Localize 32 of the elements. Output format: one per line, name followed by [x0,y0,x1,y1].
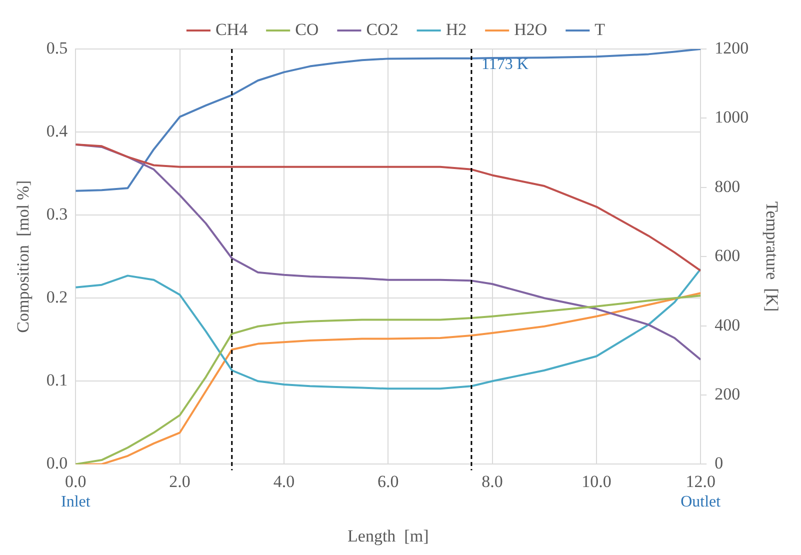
y-tick-label: 0.0 [46,454,68,473]
annotation: 1173 K [481,56,529,74]
x-tick-label: 6.0 [378,472,399,491]
x-tick-label: 12.0 [686,472,716,491]
legend-label: H2 [446,20,467,39]
y-tick-label: 0.5 [46,38,68,58]
y2-tick-label: 800 [714,176,740,196]
legend-label: CH4 [215,20,248,39]
x-axis-title: Length [m] [348,526,429,546]
y-tick-label: 0.2 [46,288,68,307]
text: Inlet [60,493,91,510]
y2-tick-label: 0 [714,454,724,473]
legend-label: CO2 [366,20,398,39]
legend-label: T [594,20,606,39]
text: Outlet [680,493,722,510]
legend-label: CO [295,20,319,39]
legend-label: H2O [514,20,548,39]
y2-tick-label: 1200 [714,38,749,58]
y2-tick-label: 600 [714,246,740,266]
x-tick-label: 4.0 [273,472,295,491]
x-tick-label: 8.0 [482,472,503,491]
y2-tick-label: 400 [714,315,740,334]
y2-axis-title: Temprature [K] [762,202,782,312]
x-tick-label: 2.0 [169,472,190,491]
x-tick-label: 0.0 [65,472,86,491]
x-tick-label: 10.0 [582,472,612,491]
y-tick-label: 0.1 [46,370,68,390]
y-tick-label: 0.4 [46,122,68,141]
y2-tick-label: 200 [714,384,740,404]
y-tick-label: 0.3 [46,204,68,224]
y2-tick-label: 1000 [714,108,749,127]
y-axis-title: Composition [mol %] [14,180,33,333]
